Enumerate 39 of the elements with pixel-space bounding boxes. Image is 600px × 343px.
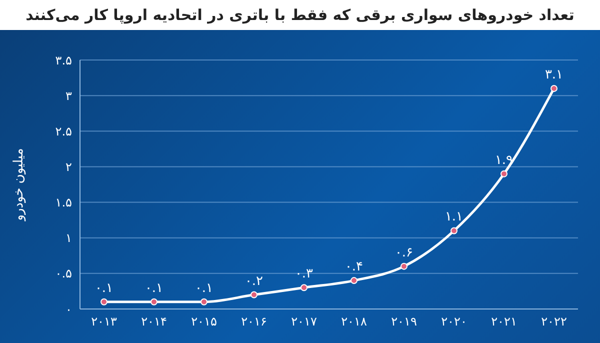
y-tick-label: ۰.۵ (55, 266, 72, 281)
data-label: ۳.۱ (544, 67, 564, 82)
y-tick-label: ۲ (66, 160, 72, 174)
y-axis-title: میلیون خودرو (12, 148, 27, 222)
point (300, 284, 308, 292)
x-tick-label: ۲۰۲۰ (441, 314, 467, 329)
x-tick-label: ۲۰۱۵ (191, 314, 217, 329)
y-tick-label: ۳.۵ (55, 53, 72, 68)
x-tick-label: ۲۰۱۳ (91, 314, 118, 329)
y-tick-label: ۰ (66, 302, 72, 316)
y-tick-label: ۱ (66, 231, 72, 246)
data-label: ۰.۲ (244, 274, 264, 289)
y-tick-label: ۱.۵ (55, 196, 72, 210)
point (100, 298, 108, 306)
x-tick-label: ۲۰۲۱ (491, 314, 517, 329)
x-tick-label: ۲۰۱۷ (291, 314, 318, 329)
point (450, 227, 458, 234)
data-label: ۰.۱ (194, 280, 214, 296)
data-label: ۰.۶ (394, 245, 414, 260)
x-tick-label: ۲۰۱۹ (391, 314, 417, 329)
x-tick-label: ۲۰۲۲ (541, 314, 567, 329)
data-label: ۱.۱ (444, 210, 464, 225)
point (200, 298, 208, 306)
data-label: ۰.۳ (294, 266, 314, 282)
x-tick-label: ۲۰۱۴ (141, 314, 167, 329)
y-tick-label: ۳ (66, 88, 73, 103)
point (400, 262, 408, 270)
data-label: ۰.۱ (94, 280, 114, 296)
point (550, 84, 558, 92)
x-tick-label: ۲۰۱۶ (241, 314, 267, 329)
data-label: ۰.۱ (144, 280, 164, 296)
point (250, 291, 258, 298)
x-tick-label: ۲۰۱۸ (341, 314, 368, 329)
point (500, 170, 508, 178)
y-tick-label: ۲.۵ (55, 124, 72, 138)
chart-title: تعداد خودروهای سواری برقی که فقط با باتری در اتحادیه اروپا کار می‌کنند (24, 5, 576, 26)
point (350, 277, 358, 284)
point (150, 298, 158, 306)
data-label: ۰.۴ (344, 260, 364, 275)
